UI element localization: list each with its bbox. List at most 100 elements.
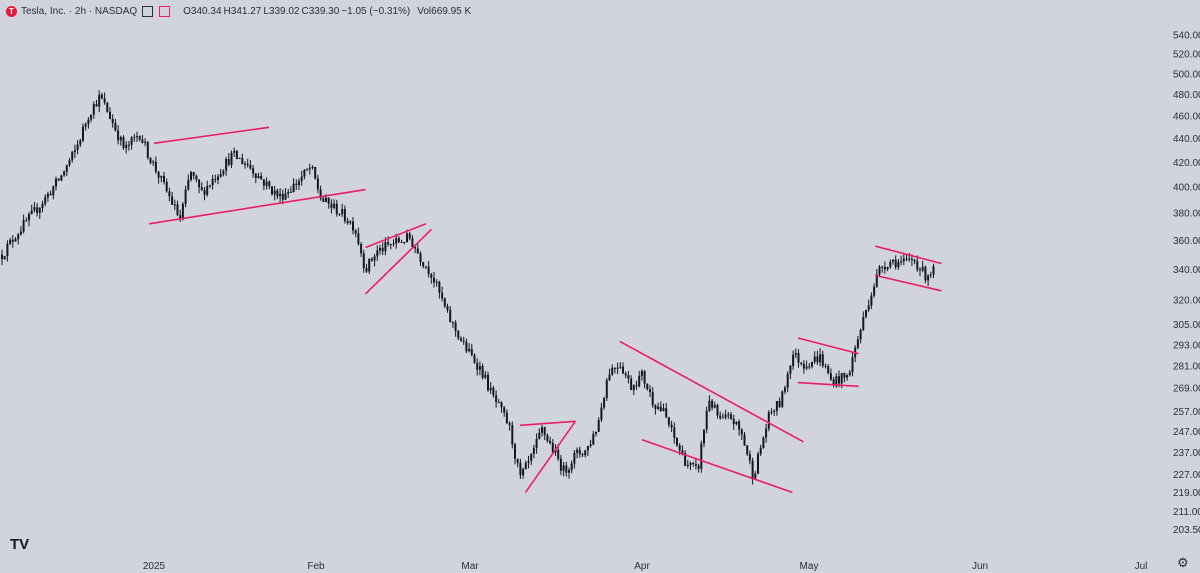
candle [476,358,479,376]
candle [130,136,133,150]
candle [82,123,84,143]
candle [76,140,79,155]
candle [489,382,492,395]
candle [589,439,592,448]
candle [411,235,414,248]
candle [578,446,581,458]
open-value: O340.34 [183,5,222,17]
trendline-channel-apr-lower[interactable] [641,438,793,494]
tesla-logo-icon: T [6,5,17,17]
candle [260,172,263,180]
candle [811,361,813,369]
tradingview-logo-icon[interactable]: TV [10,536,30,553]
candle [603,396,606,410]
candle [22,214,25,234]
candle [397,236,400,244]
candle [600,402,603,422]
trendline-channel-1-upper[interactable] [153,126,270,145]
candle [767,410,770,432]
candle [700,440,703,473]
trendline-flag-may-upper[interactable] [797,337,859,355]
volume-value: Vol669.95 K [417,5,472,17]
candle [778,397,781,409]
price-tick-label: 293.00 [1173,340,1200,351]
candle [60,174,63,182]
candle [659,401,662,412]
candle [748,450,751,465]
candle [30,204,33,215]
candle [49,190,52,196]
candle [662,403,665,412]
candle [308,163,311,175]
candle [11,235,14,248]
candle [713,401,716,409]
candle [689,461,692,471]
candle [165,178,168,193]
candle [468,343,471,353]
time-tick-label: Jun [972,561,988,572]
candle [217,174,219,185]
candle [438,280,441,299]
candle [654,404,657,415]
more-options-icon[interactable] [159,5,171,17]
candle [362,249,365,273]
candle [457,330,460,341]
candle [927,274,930,286]
candle [316,174,319,194]
candle [759,444,762,456]
candle [14,237,17,242]
candle [314,166,317,180]
candle [929,271,932,278]
candle [657,402,660,411]
candle [789,364,792,380]
trendline-wedge-feb-lower[interactable] [364,228,433,295]
trendline-flag-may-lower[interactable] [797,381,859,388]
candle [249,160,252,170]
gear-icon[interactable]: ⚙ [1177,555,1189,570]
candle [252,165,255,178]
candle [462,336,465,345]
candle [460,336,462,342]
candle [919,267,921,277]
trendline-channel-1-lower[interactable] [148,188,366,225]
trendline-wedge-feb-upper[interactable] [365,223,427,249]
trendline-triangle-mar-upper[interactable] [519,420,576,427]
candle [611,364,614,376]
candle [241,153,244,165]
time-tick-label: 2025 [143,561,166,572]
candle [233,147,236,157]
price-axis[interactable]: 540.00 520.00 500.00 480.00 460.00 440.00 420.… [1173,30,1200,536]
candle [41,200,44,213]
candle [352,217,354,235]
trendline-flag-late-may-lower[interactable] [875,274,942,292]
trendline-channel-apr-upper[interactable] [619,340,804,443]
price-tick-label: 203.50 [1173,525,1200,536]
candle [797,349,800,368]
symbol-title[interactable]: Tesla, Inc. · 2h · NASDAQ [21,5,138,17]
candle [705,406,708,434]
candle [770,408,773,415]
candle [184,185,187,208]
candle [203,187,206,201]
candle [643,370,646,389]
candle [646,383,649,391]
trendline-flag-late-may-upper[interactable] [874,245,942,265]
candle [481,363,484,380]
trendline-triangle-mar-lower[interactable] [524,420,577,493]
price-tick-label: 380.00 [1173,209,1200,220]
candle [125,141,128,154]
visibility-toggle-icon[interactable] [142,5,154,17]
candle [119,135,122,146]
price-tick-label: 360.00 [1173,236,1200,247]
candle [716,403,719,419]
candle [808,363,811,370]
candle [254,173,257,184]
trendline-layer[interactable] [148,126,942,494]
candle [543,426,546,440]
price-tick-label: 420.00 [1173,158,1200,169]
candle [819,348,822,367]
candle [319,185,322,201]
time-axis[interactable]: 2025 Feb Mar Apr May Jun Jul [143,561,1148,572]
candle [90,114,93,123]
